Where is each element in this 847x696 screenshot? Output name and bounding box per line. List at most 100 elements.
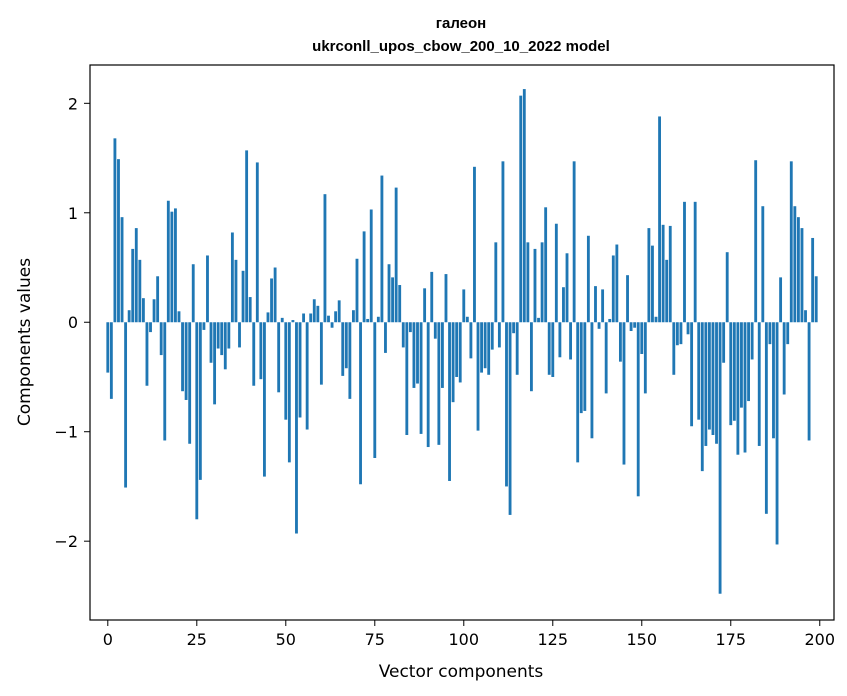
- bars-group: [106, 89, 818, 594]
- bar: [718, 322, 722, 594]
- bar: [715, 322, 718, 444]
- chart-title: галеон: [436, 15, 487, 32]
- bar: [273, 267, 277, 323]
- bar: [419, 322, 423, 434]
- bar: [768, 322, 772, 345]
- bar: [316, 305, 320, 323]
- bar: [565, 253, 569, 323]
- bar: [590, 322, 594, 439]
- bar: [191, 264, 195, 323]
- bar: [295, 322, 298, 534]
- bar: [284, 322, 288, 420]
- bar: [181, 322, 184, 392]
- bar: [622, 322, 626, 465]
- bar: [327, 315, 330, 323]
- bar: [743, 322, 747, 453]
- bar: [245, 150, 249, 323]
- bar: [163, 322, 167, 441]
- bar: [683, 201, 686, 323]
- bar: [583, 322, 587, 411]
- bar: [469, 322, 473, 359]
- bar: [145, 322, 149, 386]
- y-tick-label: 0: [68, 313, 78, 332]
- bar: [223, 322, 227, 370]
- bar: [270, 278, 273, 323]
- bar: [793, 206, 797, 323]
- bar: [597, 322, 601, 329]
- bar: [280, 317, 284, 323]
- bar: [412, 322, 416, 388]
- bar: [665, 259, 669, 323]
- bar: [458, 322, 462, 383]
- bar: [305, 322, 309, 430]
- bar: [764, 322, 768, 514]
- bar: [341, 322, 345, 376]
- bar: [494, 242, 498, 323]
- bar: [736, 322, 740, 455]
- bar: [725, 252, 729, 323]
- bar: [330, 322, 334, 328]
- bar: [658, 116, 661, 323]
- plot-frame: [89, 64, 835, 621]
- bar: [615, 244, 619, 323]
- bar: [647, 228, 651, 323]
- bar: [440, 322, 444, 388]
- bar: [629, 322, 633, 332]
- y-tick-label: 2: [68, 94, 78, 113]
- bar: [433, 322, 437, 339]
- bar: [309, 313, 313, 323]
- bar: [206, 255, 209, 323]
- bar: [312, 299, 316, 323]
- bar: [216, 322, 220, 349]
- bar: [234, 259, 238, 323]
- bar: [323, 194, 327, 323]
- bar: [462, 289, 466, 323]
- bar: [319, 322, 323, 385]
- x-tick-label: 200: [804, 630, 835, 649]
- bar: [394, 187, 398, 323]
- x-axis-label: Vector components: [379, 662, 544, 682]
- bar: [679, 322, 683, 345]
- bar: [501, 161, 505, 323]
- bar: [661, 224, 665, 323]
- bar: [693, 201, 697, 323]
- bar: [636, 322, 640, 497]
- bar: [537, 317, 540, 323]
- bar: [800, 228, 804, 323]
- bar: [376, 316, 380, 323]
- bar: [618, 322, 622, 362]
- bar: [344, 322, 348, 369]
- bar: [690, 322, 694, 427]
- bar: [643, 322, 647, 394]
- bar: [782, 322, 786, 395]
- bar: [487, 322, 491, 375]
- bar: [138, 259, 142, 323]
- bar: [384, 322, 387, 353]
- bar: [408, 322, 412, 333]
- bar: [109, 322, 113, 399]
- y-tick-label: −1: [54, 423, 78, 442]
- bar: [120, 217, 124, 323]
- bar: [156, 276, 160, 323]
- bar: [369, 209, 373, 323]
- bar: [131, 248, 135, 323]
- bar: [209, 322, 213, 363]
- bar: [473, 166, 476, 323]
- bar: [380, 175, 384, 323]
- bar: [213, 322, 217, 405]
- bar: [373, 322, 377, 458]
- bar: [604, 322, 608, 394]
- bar: [686, 322, 690, 335]
- bar: [455, 322, 459, 377]
- bar: [483, 322, 487, 369]
- bar: [195, 322, 199, 520]
- y-axis: −2 −1 0 1 2: [54, 94, 90, 551]
- bar: [779, 277, 783, 323]
- bar: [611, 255, 615, 323]
- bar: [124, 322, 128, 488]
- bar: [259, 322, 263, 380]
- bar: [266, 312, 270, 323]
- bar: [348, 322, 352, 399]
- y-axis-label: Components values: [15, 258, 35, 426]
